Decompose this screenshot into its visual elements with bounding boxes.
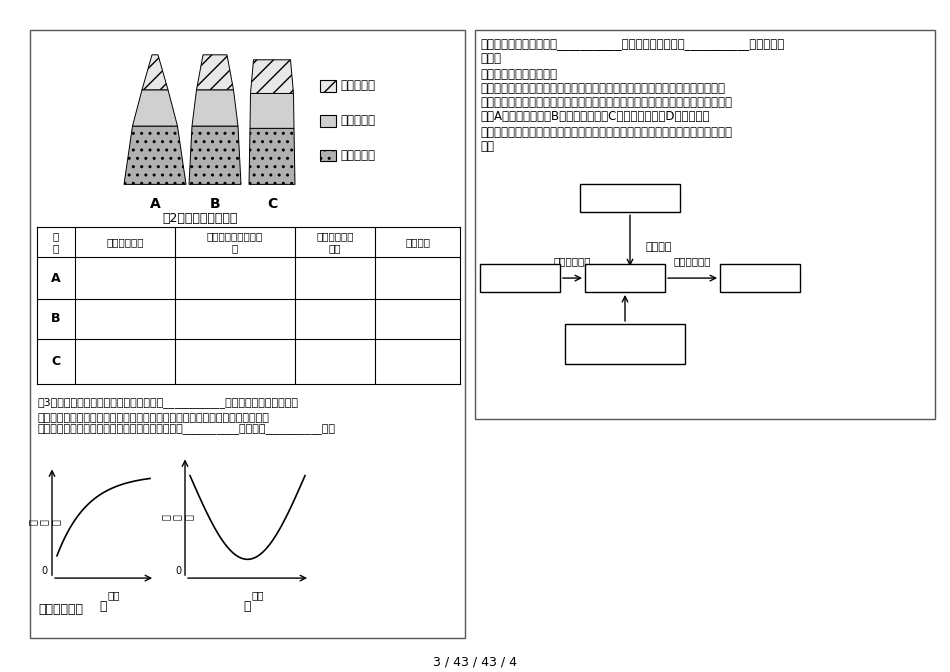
Text: 性别比例，就会使很多雌性个体不能完成交配，从而使该害虫的种群密度〔　　〕: 性别比例，就会使很多雌性个体不能完成交配，从而使该害虫的种群密度〔 〕	[480, 95, 732, 109]
Text: 老年个体数: 老年个体数	[340, 79, 375, 92]
Text: ２．性别比例: ２．性别比例	[38, 603, 83, 616]
Text: A: A	[150, 198, 161, 212]
Bar	[475, 30, 935, 419]
Text: 年龄组成情况: 年龄组成情况	[106, 237, 143, 247]
Bar	[580, 184, 680, 212]
Text: 乙: 乙	[244, 600, 251, 613]
Text: B: B	[210, 198, 220, 212]
Text: 预测变化方向: 预测变化方向	[554, 256, 591, 266]
Polygon shape	[132, 90, 178, 126]
Text: C: C	[51, 355, 61, 368]
Polygon shape	[197, 55, 234, 90]
Text: 〔２〕性别比例的应用：: 〔２〕性别比例的应用：	[480, 68, 557, 81]
Text: 甲: 甲	[100, 600, 107, 613]
Polygon shape	[189, 126, 241, 184]
Text: 附加：种群的各特征之间是怎样相互影响，又怎样相互联系的，请完成相关的概念: 附加：种群的各特征之间是怎样相互影响，又怎样相互联系的，请完成相关的概念	[480, 126, 732, 138]
Text: 个
体
数: 个 体 数	[161, 514, 194, 520]
Text: 例６：利用人工合成的性引诱剂诱杀某种害虫的雄性个体，破坏害虫种群正常的: 例６：利用人工合成的性引诱剂诱杀某种害虫的雄性个体，破坏害虫种群正常的	[480, 82, 725, 95]
Bar	[585, 264, 665, 292]
Text: 〔１〕概念：是指种群中___________的比例。性别比例对___________也有一定的: 〔１〕概念：是指种群中___________的比例。性别比例对_________…	[480, 38, 785, 51]
Text: 种
群: 种 群	[53, 231, 59, 253]
Text: 素，种群甲和种群乙未来数量的开展趋势是：甲为__________型，乙为__________型。: 素，种群甲和种群乙未来数量的开展趋势是：甲为__________型，乙为____…	[38, 425, 336, 435]
Bar	[480, 264, 560, 292]
Text: 0: 0	[175, 566, 181, 576]
Bar	[320, 149, 336, 161]
Text: 个
体
数: 个 体 数	[28, 519, 61, 526]
Polygon shape	[192, 90, 238, 126]
Text: 成年个体数: 成年个体数	[340, 114, 375, 127]
Polygon shape	[251, 60, 294, 93]
Text: A: A	[51, 271, 61, 284]
Bar	[30, 30, 465, 638]
Text: 3 / 43 / 43 / 4: 3 / 43 / 43 / 4	[433, 656, 517, 669]
Bar	[565, 324, 685, 364]
Text: 年龄: 年龄	[251, 590, 264, 600]
Text: B: B	[51, 312, 61, 325]
Text: C: C	[267, 198, 277, 212]
Bar	[320, 80, 336, 91]
Text: 所属类型: 所属类型	[405, 237, 430, 247]
Text: 幼年个体数: 幼年个体数	[340, 149, 375, 162]
Text: 年龄: 年龄	[107, 590, 120, 600]
Text: 0: 0	[42, 566, 48, 576]
Text: 图：: 图：	[480, 140, 494, 153]
Text: 出生率和死亡率的大
小: 出生率和死亡率的大 小	[207, 231, 263, 253]
Text: 〔3〕意义：通过分析种群的年龄组成可以___________该种群的数量变化趋势。: 〔3〕意义：通过分析种群的年龄组成可以___________该种群的数量变化趋势…	[38, 396, 299, 408]
Text: 直接影响: 直接影响	[645, 242, 672, 252]
Polygon shape	[124, 126, 186, 184]
Bar	[320, 115, 336, 126]
Text: 种群数量变化
趋势: 种群数量变化 趋势	[316, 231, 353, 253]
Bar	[720, 264, 800, 292]
Text: A．明显增加　　B．明显减少　　C．先减后增　　D．相对稳定: A．明显增加 B．明显减少 C．先减后增 D．相对稳定	[480, 110, 710, 122]
Text: 影响。: 影响。	[480, 52, 501, 65]
Polygon shape	[249, 128, 295, 184]
Polygon shape	[142, 55, 168, 90]
Text: 例５：下列图中的图甲、图乙为某种生物种群的年龄组成曲线，如不考虑其它因: 例５：下列图中的图甲、图乙为某种生物种群的年龄组成曲线，如不考虑其它因	[38, 413, 270, 423]
Text: 影响数量变动: 影响数量变动	[674, 256, 712, 266]
Text: （2）类型：（讨论）: （2）类型：（讨论）	[162, 212, 238, 225]
Polygon shape	[250, 93, 294, 128]
